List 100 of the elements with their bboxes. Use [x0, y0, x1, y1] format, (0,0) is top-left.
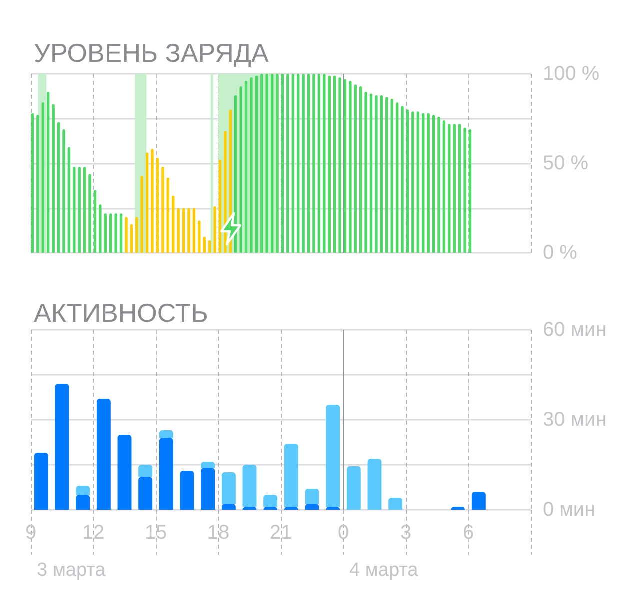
bar [344, 79, 347, 253]
bar [396, 102, 399, 253]
bar [83, 167, 86, 253]
bar [57, 122, 60, 253]
bar [401, 106, 404, 253]
bar [286, 74, 290, 253]
bar [323, 74, 326, 253]
bar [136, 217, 138, 253]
bar [346, 466, 361, 510]
bar [201, 462, 216, 468]
bar [266, 74, 268, 253]
bar [151, 149, 154, 253]
y-tick-label: 30 мин [543, 409, 607, 431]
bar [52, 104, 55, 253]
bar [264, 495, 278, 507]
bar [94, 190, 97, 253]
bar [338, 78, 342, 253]
bar [222, 504, 236, 510]
bar [192, 208, 196, 253]
bar [432, 115, 436, 253]
bar [364, 92, 368, 253]
bar [388, 498, 403, 510]
bar [162, 167, 164, 253]
bar [406, 110, 410, 253]
bar [250, 78, 253, 253]
y-tick-label: 50 % [543, 152, 589, 174]
bar [375, 95, 378, 253]
bar [281, 74, 284, 253]
bar [118, 435, 132, 510]
bar [468, 129, 472, 253]
x-tick-label: 6 [462, 522, 474, 544]
bar [55, 384, 70, 510]
bar [73, 167, 76, 253]
bar [240, 86, 242, 253]
bar [76, 495, 90, 510]
bar [222, 472, 236, 504]
bar [218, 160, 222, 253]
bar [386, 97, 388, 253]
bar [333, 76, 336, 253]
bar [302, 74, 305, 253]
x-tick-label: 9 [25, 522, 37, 544]
bar [125, 217, 128, 253]
x-tick-label: 21 [270, 522, 292, 544]
bar [260, 74, 264, 253]
bar [198, 220, 201, 253]
bar [78, 167, 81, 253]
text: 3 марта [37, 560, 106, 581]
bar [242, 465, 257, 507]
bar [472, 492, 486, 510]
bar [448, 124, 451, 253]
bar [177, 208, 180, 253]
y-tick-label: 0 мин [543, 499, 596, 521]
bar [96, 399, 111, 510]
bar [326, 405, 340, 507]
bar [390, 99, 394, 253]
x-tick-label: 18 [207, 522, 230, 544]
bar [138, 465, 153, 477]
bar [159, 438, 174, 510]
bar [201, 468, 216, 510]
bar [224, 131, 227, 253]
bar [422, 113, 425, 253]
bar [182, 208, 186, 253]
bar [427, 113, 430, 253]
chart-title: АКТИВНОСТЬ [34, 298, 208, 328]
bar [276, 74, 279, 253]
bar [442, 120, 446, 253]
bar [130, 224, 134, 253]
bar [62, 129, 66, 253]
y-tick-label: 0 % [543, 242, 578, 264]
bar [318, 74, 321, 253]
bar [166, 178, 170, 253]
text: 4 марта [350, 560, 419, 581]
bar [203, 236, 206, 253]
bar [438, 116, 440, 253]
x-tick-label: 3 [400, 522, 412, 544]
bar [354, 84, 358, 253]
bar [76, 486, 90, 495]
bar [284, 444, 298, 507]
bar [453, 124, 456, 253]
x-tick-label: 12 [82, 522, 105, 544]
bar [114, 214, 118, 253]
bar [88, 174, 92, 253]
bar [312, 74, 316, 253]
bar [68, 147, 71, 253]
bar [255, 76, 258, 253]
bar [368, 459, 382, 510]
bar [416, 112, 420, 253]
x-tick-label: 0 [338, 522, 350, 544]
bar [159, 430, 174, 438]
bar [349, 81, 352, 253]
bar [297, 74, 300, 253]
bar [156, 158, 160, 253]
bar [146, 152, 149, 253]
bar [412, 112, 414, 253]
bar [34, 453, 48, 510]
bar [140, 176, 144, 253]
bar [328, 76, 331, 253]
bar [110, 214, 112, 253]
bar [188, 208, 190, 253]
bar [292, 74, 295, 253]
